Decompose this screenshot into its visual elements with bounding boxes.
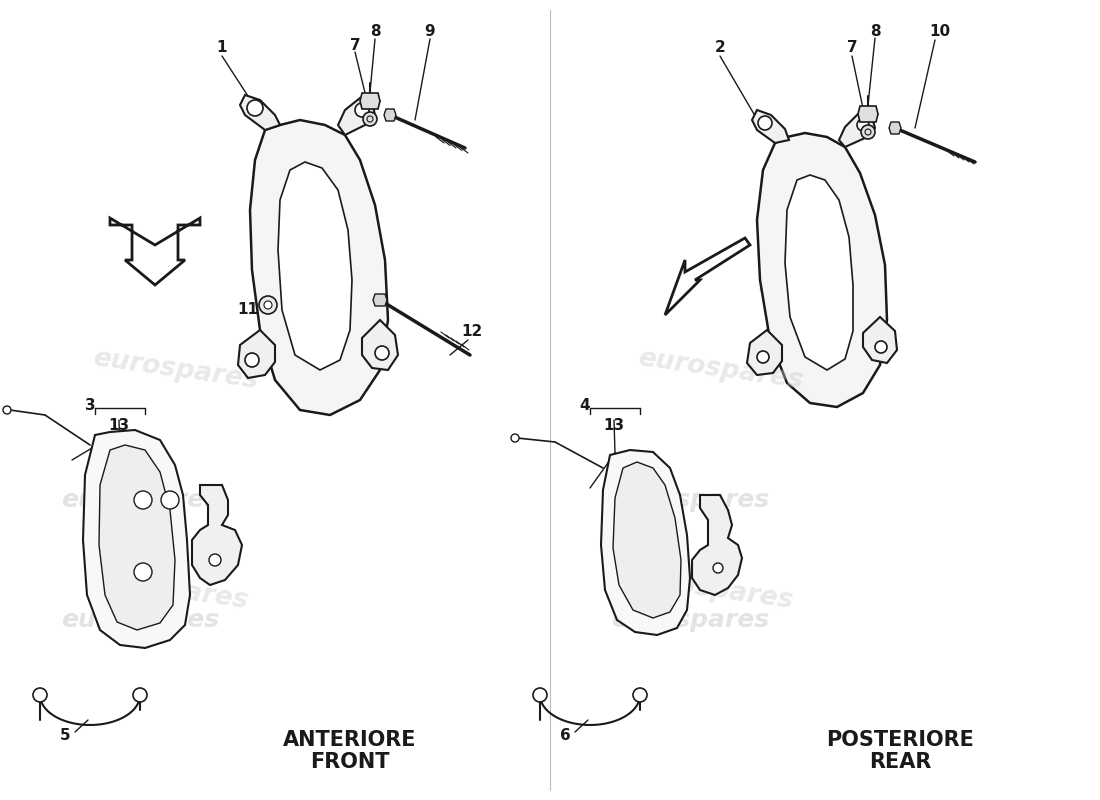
Circle shape [3, 406, 11, 414]
Text: 13: 13 [604, 418, 625, 434]
Polygon shape [858, 106, 878, 122]
Polygon shape [757, 133, 887, 407]
Circle shape [134, 491, 152, 509]
Text: eurospares: eurospares [610, 488, 769, 512]
Polygon shape [278, 162, 352, 370]
Circle shape [757, 351, 769, 363]
Text: REAR: REAR [869, 752, 932, 772]
Circle shape [245, 353, 258, 367]
Circle shape [134, 563, 152, 581]
Text: 9: 9 [425, 25, 436, 39]
Polygon shape [601, 450, 690, 635]
Text: POSTERIORE: POSTERIORE [826, 730, 974, 750]
Text: eurospares: eurospares [636, 346, 804, 394]
Polygon shape [839, 113, 875, 147]
Text: eurospares: eurospares [60, 608, 219, 632]
Circle shape [355, 103, 368, 117]
Circle shape [758, 116, 772, 130]
Text: eurospares: eurospares [80, 566, 250, 614]
Text: eurospares: eurospares [60, 488, 219, 512]
Circle shape [375, 346, 389, 360]
Polygon shape [250, 120, 388, 415]
Text: eurospares: eurospares [626, 566, 794, 614]
Text: 13: 13 [109, 418, 130, 434]
Polygon shape [785, 175, 852, 370]
Circle shape [861, 125, 875, 139]
Text: 3: 3 [85, 398, 96, 414]
Polygon shape [110, 218, 200, 285]
Polygon shape [338, 98, 375, 135]
Polygon shape [692, 495, 742, 595]
Text: 12: 12 [461, 325, 483, 339]
Circle shape [264, 301, 272, 309]
Polygon shape [238, 330, 275, 378]
Text: 5: 5 [59, 727, 70, 742]
Polygon shape [864, 317, 896, 363]
Polygon shape [752, 110, 789, 143]
Circle shape [512, 434, 519, 442]
Circle shape [857, 119, 869, 131]
Polygon shape [889, 122, 901, 134]
Polygon shape [82, 430, 190, 648]
Text: ANTERIORE: ANTERIORE [284, 730, 417, 750]
Polygon shape [666, 238, 750, 315]
Text: FRONT: FRONT [310, 752, 389, 772]
Text: 8: 8 [870, 25, 880, 39]
Polygon shape [362, 320, 398, 370]
Circle shape [363, 112, 377, 126]
Text: eurospares: eurospares [90, 346, 260, 394]
Circle shape [133, 688, 147, 702]
Text: 11: 11 [238, 302, 258, 318]
Circle shape [534, 688, 547, 702]
Text: 7: 7 [847, 41, 857, 55]
Text: 2: 2 [715, 41, 725, 55]
Polygon shape [373, 294, 387, 306]
Text: 8: 8 [370, 25, 381, 39]
Circle shape [161, 491, 179, 509]
Polygon shape [747, 330, 782, 375]
Polygon shape [240, 95, 280, 130]
Circle shape [258, 296, 277, 314]
Circle shape [33, 688, 47, 702]
Text: 6: 6 [560, 727, 571, 742]
Circle shape [632, 688, 647, 702]
Text: 10: 10 [930, 25, 950, 39]
Text: 4: 4 [580, 398, 591, 414]
Text: 7: 7 [350, 38, 361, 53]
Polygon shape [99, 445, 175, 630]
Circle shape [209, 554, 221, 566]
Circle shape [874, 341, 887, 353]
Polygon shape [384, 109, 396, 121]
Text: 1: 1 [217, 41, 228, 55]
Text: eurospares: eurospares [610, 608, 769, 632]
Polygon shape [192, 485, 242, 585]
Polygon shape [360, 93, 379, 109]
Polygon shape [613, 462, 681, 618]
Circle shape [713, 563, 723, 573]
Circle shape [248, 100, 263, 116]
